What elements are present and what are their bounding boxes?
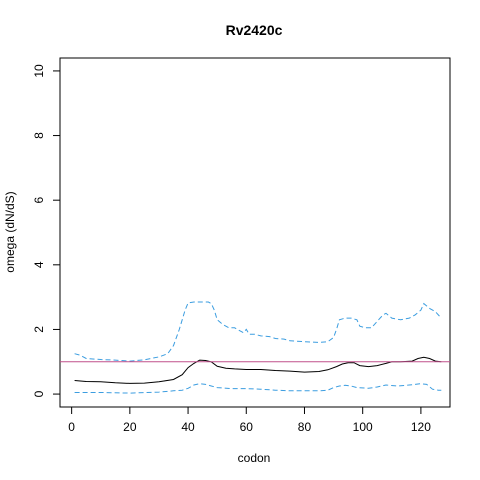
y-tick-label: 10 — [32, 64, 46, 78]
y-axis-label: omega (dN/dS) — [3, 191, 17, 272]
x-tick-label: 60 — [240, 420, 254, 434]
chart-title: Rv2420c — [226, 22, 283, 38]
x-tick-label: 0 — [68, 420, 75, 434]
series-line-2 — [74, 301, 442, 362]
x-axis: 0 20 40 60 80 100 120 — [68, 406, 431, 434]
x-tick-label: 40 — [181, 420, 195, 434]
y-tick-label: 8 — [32, 132, 46, 139]
y-tick-label: 4 — [32, 261, 46, 268]
x-tick-label: 100 — [353, 420, 373, 434]
x-tick-label: 20 — [123, 420, 137, 434]
x-tick-label: 120 — [411, 420, 431, 434]
y-tick-label: 2 — [32, 326, 46, 333]
series-layer — [74, 301, 442, 394]
y-tick-label: 0 — [32, 390, 46, 397]
y-tick-label: 6 — [32, 197, 46, 204]
series-line-3 — [74, 383, 442, 394]
plot-frame — [59, 57, 451, 408]
y-axis: 0 2 4 6 8 10 — [32, 64, 61, 397]
x-tick-label: 80 — [298, 420, 312, 434]
x-axis-label: codon — [238, 451, 271, 465]
